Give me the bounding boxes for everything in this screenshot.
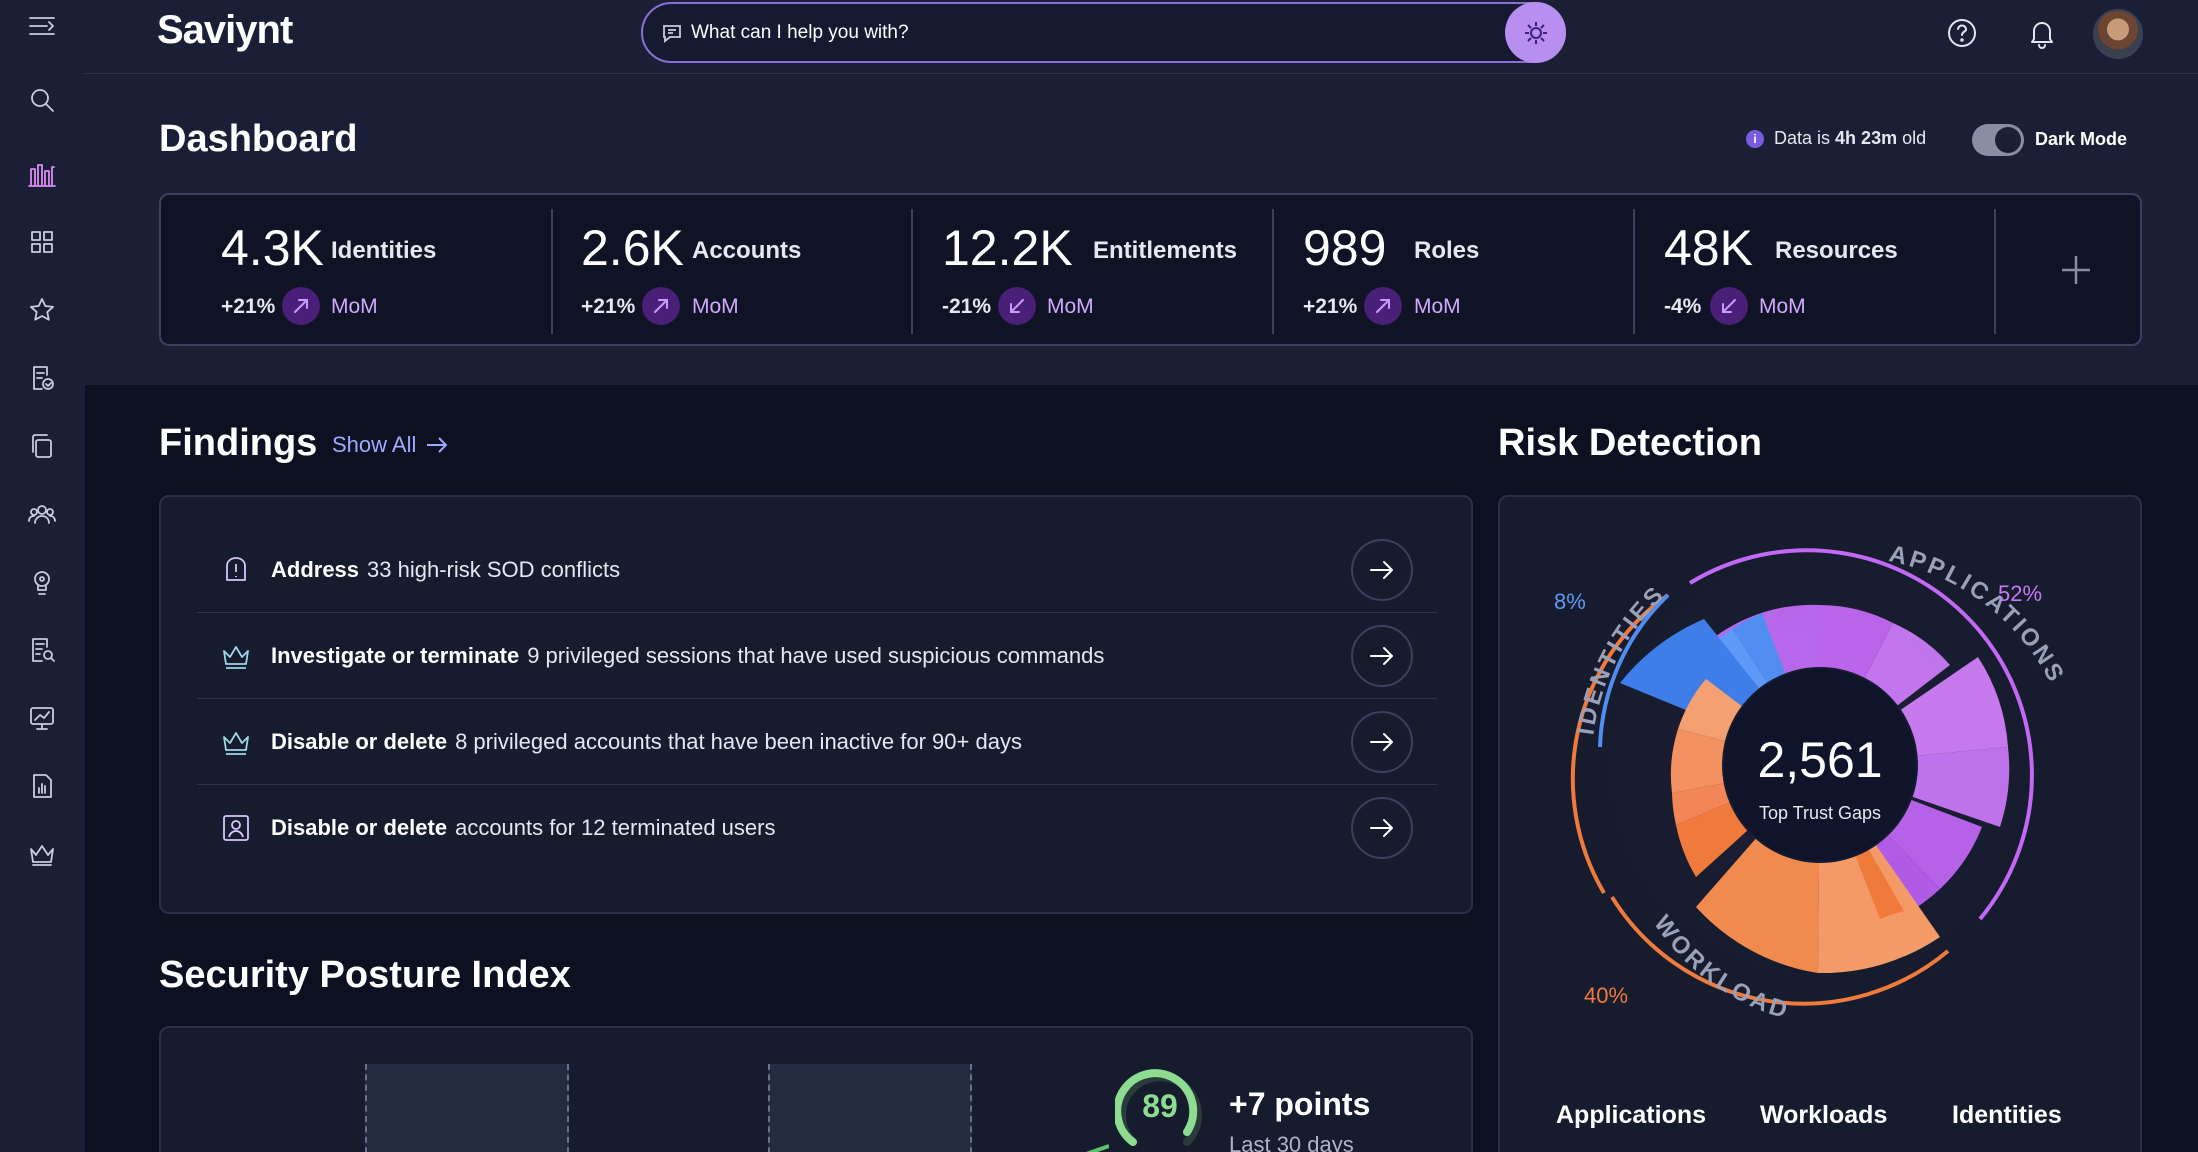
- outer-arc-applications: [1688, 548, 2034, 921]
- finding-open-button[interactable]: [1351, 797, 1413, 859]
- grid-icon[interactable]: [22, 222, 62, 262]
- user-avatar[interactable]: [2093, 9, 2143, 59]
- dark-mode-toggle[interactable]: [1972, 124, 2024, 156]
- help-icon[interactable]: [1945, 16, 1979, 50]
- finding-open-button[interactable]: [1351, 539, 1413, 601]
- legend-workloads[interactable]: Workloads: [1760, 1101, 1888, 1129]
- risk-total-label: Top Trust Gaps: [1759, 803, 1881, 823]
- data-age-value: 4h 23m: [1835, 128, 1898, 148]
- finding-open-button[interactable]: [1351, 625, 1413, 687]
- security-posture-card: 89 +7 points Last 30 days: [159, 1026, 1473, 1152]
- posture-chart-bar: [768, 1064, 972, 1152]
- crown-icon[interactable]: [22, 834, 62, 874]
- trend-down-icon: [998, 287, 1036, 325]
- stat-divider: [911, 209, 913, 334]
- risk-detection-card: 2,561 Top Trust Gaps IDENTITIES APPLICAT…: [1498, 495, 2142, 1152]
- posture-period: Last 30 days: [1229, 1132, 1354, 1152]
- stat-resources[interactable]: 48K Resources -4% MoM: [1604, 195, 1964, 348]
- arrow-right-icon: [1370, 819, 1393, 837]
- alert-icon: [221, 555, 251, 585]
- stat-divider: [551, 209, 553, 334]
- trend-up-icon: [1364, 287, 1402, 325]
- stats-summary-card: 4.3K Identities +21% MoM 2.6K Accounts +…: [159, 193, 2142, 346]
- segment-percent-workloads: 40%: [1584, 983, 1628, 1008]
- report-search-icon[interactable]: [22, 630, 62, 670]
- stat-divider: [1994, 209, 1996, 334]
- trend-down-icon: [1710, 287, 1748, 325]
- finding-open-button[interactable]: [1351, 711, 1413, 773]
- arrow-right-icon: [1370, 647, 1393, 665]
- stat-divider: [1633, 209, 1635, 334]
- chat-icon: [661, 22, 683, 44]
- search-icon[interactable]: [22, 80, 62, 120]
- findings-title: Findings: [159, 422, 318, 464]
- star-icon[interactable]: [22, 290, 62, 330]
- crown-icon: [221, 641, 251, 671]
- ai-sparkle-icon: [1524, 21, 1547, 44]
- risk-radial-chart[interactable]: 2,561 Top Trust Gaps IDENTITIES APPLICAT…: [1500, 497, 2140, 1057]
- arrow-right-icon: [1370, 733, 1393, 751]
- finding-item[interactable]: Investigate or terminate 9 privileged ses…: [197, 613, 1437, 699]
- stat-accounts[interactable]: 2.6K Accounts +21% MoM: [521, 195, 881, 348]
- posture-trend-line: [1085, 1144, 1109, 1152]
- outer-arc-identities: [1598, 593, 1670, 748]
- page-title: Dashboard: [159, 118, 358, 160]
- users-icon[interactable]: [22, 494, 62, 534]
- dark-mode-label: Dark Mode: [2035, 129, 2128, 149]
- stat-roles[interactable]: 989 Roles +21% MoM: [1243, 195, 1603, 348]
- security-posture-title: Security Posture Index: [159, 954, 571, 996]
- finding-item[interactable]: Address 33 high-risk SOD conflicts: [197, 527, 1437, 613]
- legend-applications[interactable]: Applications: [1556, 1101, 1707, 1129]
- show-all-link[interactable]: Show All: [332, 432, 450, 458]
- certification-icon[interactable]: [22, 358, 62, 398]
- brand-logo[interactable]: Saviynt: [157, 8, 293, 52]
- findings-card: Address 33 high-risk SOD conflicts Invest…: [159, 495, 1473, 914]
- monitor-chart-icon[interactable]: [22, 698, 62, 738]
- outer-arc-workloads: [1610, 895, 1950, 1006]
- notification-bell-icon[interactable]: [2025, 16, 2059, 50]
- legend-identities[interactable]: Identities: [1952, 1101, 2062, 1129]
- plus-icon: [2062, 256, 2090, 284]
- info-icon: i: [1746, 129, 1764, 148]
- stat-divider: [1272, 209, 1274, 334]
- stat-entitlements[interactable]: 12.2K Entitlements -21% MoM: [882, 195, 1242, 348]
- outer-arc-workloads-left: [1570, 593, 1670, 895]
- data-freshness: i Data is 4h 23m old: [1746, 128, 1926, 149]
- finding-item[interactable]: Disable or delete 8 privileged accounts t…: [197, 699, 1437, 785]
- add-stat-button[interactable]: [2051, 245, 2101, 295]
- search-input[interactable]: [691, 18, 1471, 48]
- sidebar: [0, 0, 85, 1152]
- trend-up-icon: [282, 287, 320, 325]
- toggle-knob: [1995, 127, 2021, 153]
- posture-chart-bar: [365, 1064, 569, 1152]
- stat-identities[interactable]: 4.3K Identities +21% MoM: [161, 195, 521, 348]
- trend-up-icon: [642, 287, 680, 325]
- ai-assistant-button[interactable]: [1505, 2, 1566, 63]
- menu-icon[interactable]: [22, 6, 62, 46]
- finding-item[interactable]: Disable or delete accounts for 12 termina…: [197, 785, 1437, 871]
- crown-icon: [221, 727, 251, 757]
- lightbulb-icon[interactable]: [22, 562, 62, 602]
- arrow-right-icon: [1370, 561, 1393, 579]
- posture-score-gauge: 89: [1115, 1068, 1205, 1152]
- segment-percent-identities: 8%: [1554, 589, 1586, 614]
- risk-detection-title: Risk Detection: [1498, 422, 1762, 464]
- top-bar: Saviynt: [85, 0, 2198, 74]
- arrow-right-icon: [427, 437, 448, 453]
- risk-total-value: 2,561: [1757, 732, 1882, 788]
- posture-points: +7 points: [1229, 1086, 1371, 1122]
- report-icon[interactable]: [22, 766, 62, 806]
- assistant-search[interactable]: [641, 2, 1566, 63]
- user-badge-icon: [221, 813, 251, 843]
- analytics-icon[interactable]: [22, 154, 62, 194]
- copy-icon[interactable]: [22, 426, 62, 466]
- segment-percent-applications: 52%: [1998, 581, 2042, 606]
